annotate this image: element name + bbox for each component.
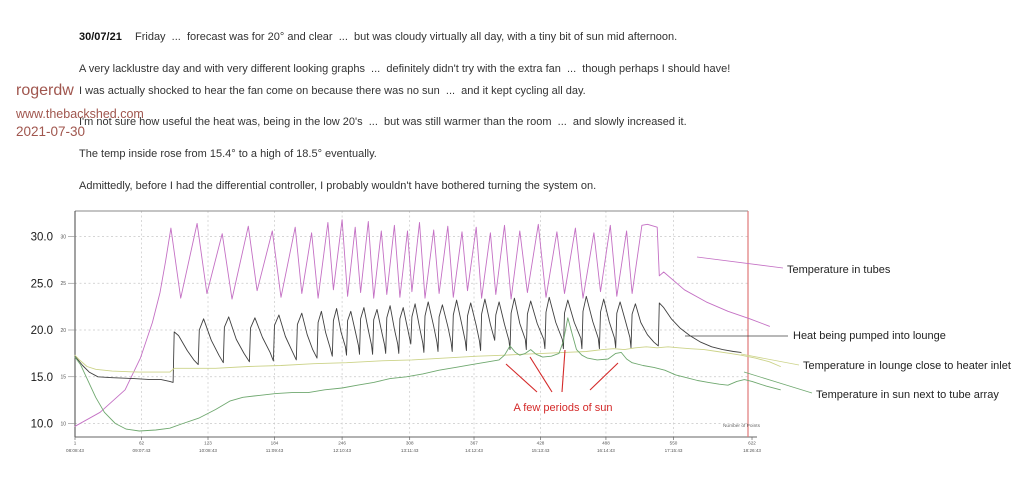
legend-label-heat: Heat being pumped into lounge bbox=[793, 330, 946, 342]
legend-label-sun: Temperature in sun next to tube array bbox=[816, 389, 999, 401]
legend-label-lounge: Temperature in lounge close to heater in… bbox=[803, 360, 1011, 372]
x-tick-time: 17:15:43 bbox=[665, 448, 683, 453]
y-tick-label-small: 25 bbox=[60, 281, 66, 287]
legend-label-tubes: Temperature in tubes bbox=[787, 264, 891, 276]
x-tick-time: 18:26:43 bbox=[743, 448, 761, 453]
y-tick-label-small: 10 bbox=[60, 421, 66, 427]
x-tick-number: 184 bbox=[271, 441, 279, 446]
journal-paragraph: I'm not sure how useful the heat was, be… bbox=[79, 116, 687, 128]
x-tick-time: 10:08:43 bbox=[199, 448, 217, 453]
x-tick-time: 11:09:43 bbox=[266, 448, 284, 453]
x-tick-time: 12:10:43 bbox=[333, 448, 351, 453]
watermark: rogerdw www.thebackshed.com 2021-07-30 bbox=[16, 82, 144, 139]
y-tick-label-small: 30 bbox=[60, 234, 66, 240]
y-tick-label-large: 30.0 bbox=[31, 232, 53, 244]
x-tick-number: 62 bbox=[139, 441, 145, 446]
y-tick-label-large: 20.0 bbox=[31, 325, 53, 337]
x-tick-time: 09:07:43 bbox=[133, 448, 151, 453]
x-tick-number: 308 bbox=[406, 441, 414, 446]
x-tick-time: 15:13:43 bbox=[532, 448, 550, 453]
x-tick-number: 123 bbox=[204, 441, 212, 446]
annotation-line bbox=[529, 356, 553, 393]
journal-line: 30/07/21 Friday ... forecast was for 20° … bbox=[79, 31, 677, 44]
watermark-site: www.thebackshed.com bbox=[16, 107, 144, 122]
y-tick-label-large: 10.0 bbox=[31, 419, 53, 431]
series-line-lounge bbox=[74, 346, 781, 373]
x-tick-number: 367 bbox=[470, 441, 478, 446]
legend-leader-tubes bbox=[696, 256, 784, 269]
x-tick-number: 246 bbox=[338, 441, 346, 446]
entry-date: 30/07/21 bbox=[79, 31, 122, 43]
x-tick-number: 488 bbox=[602, 441, 610, 446]
journal-paragraph: The temp inside rose from 15.4° to a hig… bbox=[79, 148, 377, 160]
x-tick-time: 14:12:43 bbox=[465, 448, 483, 453]
x-tick-time: 08:08:43 bbox=[66, 448, 84, 453]
x-tick-number: 550 bbox=[670, 441, 678, 446]
legend-leader-sun bbox=[743, 371, 813, 394]
series-line-tubes bbox=[74, 219, 770, 427]
x-tick-time: 16:14:43 bbox=[597, 448, 615, 453]
x-tick-number: 1 bbox=[74, 441, 77, 446]
annotation-line bbox=[505, 363, 538, 393]
entry-intro: Friday ... forecast was for 20° and clea… bbox=[135, 31, 678, 43]
x-tick-time: 13:11:43 bbox=[401, 448, 419, 453]
x-tick-number: 622 bbox=[748, 441, 756, 446]
annotation-line bbox=[561, 349, 566, 393]
watermark-date: 2021-07-30 bbox=[16, 123, 86, 139]
y-tick-label-small: 15 bbox=[60, 375, 66, 381]
journal-paragraph: I was actually shocked to hear the fan c… bbox=[79, 85, 586, 97]
series-line-sun bbox=[74, 317, 781, 432]
x-tick-number: 428 bbox=[537, 441, 545, 446]
annotation-line bbox=[589, 362, 619, 391]
legend-leader-lounge bbox=[740, 353, 800, 366]
y-tick-label-small: 20 bbox=[60, 328, 66, 334]
x-axis-title: Number of Points bbox=[723, 423, 761, 429]
annotation-label: A few periods of sun bbox=[513, 402, 612, 414]
journal-paragraph: A very lacklustre day and with very diff… bbox=[79, 63, 731, 75]
y-tick-label-large: 25.0 bbox=[31, 278, 53, 290]
watermark-username: rogerdw bbox=[16, 82, 74, 99]
series-line-heat bbox=[74, 295, 742, 383]
y-tick-label-large: 15.0 bbox=[31, 372, 53, 384]
journal-paragraph: Admittedly, before I had the differentia… bbox=[79, 180, 597, 192]
